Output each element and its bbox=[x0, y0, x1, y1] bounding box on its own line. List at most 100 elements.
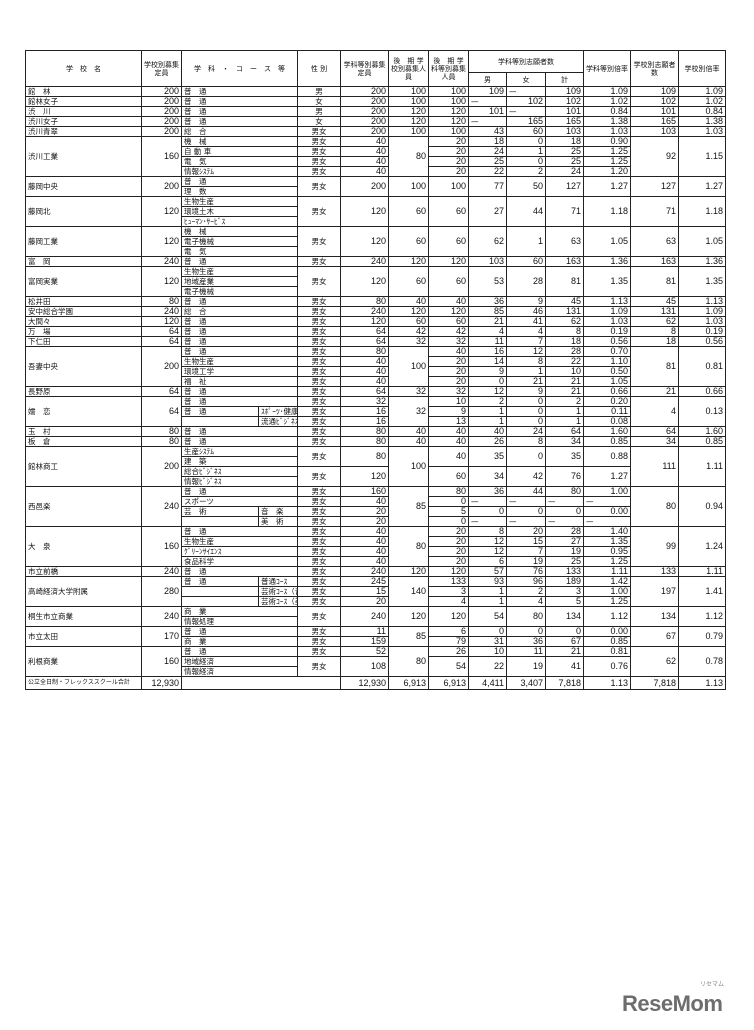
late-dept-cell: 32 bbox=[428, 386, 469, 397]
late-school-cell: 32 bbox=[388, 336, 429, 347]
sex-cell: 男女 bbox=[297, 656, 341, 677]
dept-ratio-cell: 0.66 bbox=[583, 386, 632, 397]
course-cell: 美 術 bbox=[258, 516, 298, 527]
school-quota: 64 bbox=[141, 326, 182, 337]
dept-ratio-cell: 1.27 bbox=[583, 176, 632, 197]
male-cell: 9 bbox=[468, 366, 507, 377]
late-school-cell: 40 bbox=[388, 436, 429, 447]
sex-cell: 男女 bbox=[297, 526, 341, 537]
school-applicants-cell: 45 bbox=[630, 296, 680, 307]
late-dept-cell: 100 bbox=[428, 176, 469, 197]
dept-ratio-cell: — bbox=[583, 516, 632, 527]
late-school-cell: 85 bbox=[388, 626, 429, 647]
dept-ratio-cell: 1.11 bbox=[583, 566, 632, 577]
table-row: 下仁田 64 普 通男女 64 32 32 11 7 18 0.56 18 0.56 bbox=[25, 336, 727, 347]
late-dept-cell: 5 bbox=[428, 506, 469, 517]
subject-cell: 普 通 bbox=[181, 426, 298, 437]
school-ratio-cell: 0.66 bbox=[678, 386, 727, 397]
school-name: 渋川女子 bbox=[25, 116, 142, 127]
sex-cell: 男女 bbox=[297, 396, 341, 407]
subject-cell: 普 通 bbox=[181, 646, 298, 657]
school-name: 嬬 恋 bbox=[25, 396, 142, 427]
dept-ratio-cell: 0.11 bbox=[583, 406, 632, 417]
subject-cell: 普 通 bbox=[181, 86, 298, 97]
male-cell: 22 bbox=[468, 166, 507, 177]
school-quota: 240 bbox=[141, 306, 182, 317]
school-name: 渋川青翠 bbox=[25, 126, 142, 137]
school-applicants-cell: 102 bbox=[630, 96, 680, 107]
table-row: 市立前橋 240 普 通男女 240 120 120 57 76 133 1.11 133 1.11 bbox=[25, 566, 727, 577]
school-quota: 120 bbox=[141, 226, 182, 257]
subject-cell: 生物生産 bbox=[181, 196, 298, 207]
sex-cell: 男女 bbox=[297, 226, 341, 257]
female-cell: 21 bbox=[506, 376, 546, 387]
dept-quota-cell: 40 bbox=[340, 496, 389, 507]
total-cell: 81 bbox=[544, 266, 585, 297]
sex-cell: 男女 bbox=[297, 556, 341, 567]
school-applicants-cell: 101 bbox=[630, 106, 680, 117]
school-ratio-cell: 1.35 bbox=[678, 266, 727, 297]
school-ratio-cell: 0.81 bbox=[678, 346, 727, 387]
dept-quota-cell: 40 bbox=[340, 526, 389, 537]
dept-quota-cell: 20 bbox=[340, 506, 389, 517]
female-cell: 15 bbox=[506, 536, 546, 547]
school-applicants-cell: 18 bbox=[630, 336, 680, 347]
late-dept-cell: 20 bbox=[428, 166, 469, 177]
school-quota: 170 bbox=[141, 626, 182, 647]
course-cell: ｽﾎﾟｰﾂ･健康 bbox=[258, 406, 298, 417]
male-cell: 0 bbox=[468, 626, 507, 637]
late-school-cell: 32 bbox=[388, 386, 429, 397]
dept-ratio-cell: 1.05 bbox=[583, 226, 632, 257]
total-cell: 22 bbox=[544, 356, 585, 367]
total-cell: 62 bbox=[544, 316, 585, 327]
female-cell: 11 bbox=[506, 646, 546, 657]
table-row: 桐生市立商業 240 商 業男女 240 120 120 54 80 134 1.12 134 1.1… bbox=[25, 606, 727, 627]
header-dept-quota: 学科等別募集定員 bbox=[340, 50, 389, 87]
late-school-cell: 100 bbox=[388, 86, 429, 97]
dept-quota-cell: 80 bbox=[340, 426, 389, 437]
subject-cell: 普 通 bbox=[181, 316, 298, 327]
dept-quota-cell: 64 bbox=[340, 386, 389, 397]
admission-applicants-table: 学 校 名 学校別募集定員 学 科 ・ コ ー ス 等 性 別 学科等別募集定員… bbox=[25, 50, 727, 690]
dept-quota-cell: 20 bbox=[340, 596, 389, 607]
late-dept-cell: 120 bbox=[428, 106, 469, 117]
table-row: 富岡実業 120 生物生産 男女 120 60 60 53 28 81 1.35 81 1.35 bbox=[25, 266, 727, 297]
sex-cell: 男女 bbox=[297, 516, 341, 527]
dept-ratio-cell: 0.56 bbox=[583, 336, 632, 347]
school-quota: 240 bbox=[141, 486, 182, 527]
school-name: 板 倉 bbox=[25, 436, 142, 447]
female-cell: 0 bbox=[506, 136, 546, 147]
subject-cell: スポーツ bbox=[181, 496, 298, 507]
header-female: 女 bbox=[506, 72, 546, 87]
female-cell: 8 bbox=[506, 356, 546, 367]
male-cell: 10 bbox=[468, 646, 507, 657]
dept-quota-cell: 200 bbox=[340, 176, 389, 197]
dept-quota-cell: 120 bbox=[340, 466, 389, 487]
dept-ratio-cell: 1.35 bbox=[583, 266, 632, 297]
female-cell: 60 bbox=[506, 256, 546, 267]
dept-ratio-cell: 0.08 bbox=[583, 416, 632, 427]
school-name: 吾妻中央 bbox=[25, 346, 142, 387]
sex-cell: 女 bbox=[297, 96, 341, 107]
resemom-logo: ReseMom bbox=[622, 991, 723, 1016]
male-cell: 54 bbox=[468, 606, 507, 627]
late-school-cell: 85 bbox=[388, 486, 429, 527]
sex-cell: 男女 bbox=[297, 446, 341, 467]
dept-quota-cell: 40 bbox=[340, 536, 389, 547]
female-cell: 44 bbox=[506, 486, 546, 497]
female-cell: 0 bbox=[506, 416, 546, 427]
male-cell: 43 bbox=[468, 126, 507, 137]
total-cell: 131 bbox=[544, 306, 585, 317]
header-late-school: 後 期 学校別募集人員 bbox=[388, 50, 429, 87]
late-dept-cell: 79 bbox=[428, 636, 469, 647]
male-cell: 1 bbox=[468, 586, 507, 597]
total-cell: 2 bbox=[544, 396, 585, 407]
school-applicants-cell: 103 bbox=[630, 126, 680, 137]
dept-ratio-cell: 1.09 bbox=[583, 306, 632, 317]
dept-ratio-cell: 0.95 bbox=[583, 546, 632, 557]
late-dept-cell: 20 bbox=[428, 546, 469, 557]
female-cell: 9 bbox=[506, 386, 546, 397]
dept-quota-cell: 80 bbox=[340, 446, 389, 467]
late-dept-cell: 20 bbox=[428, 146, 469, 157]
